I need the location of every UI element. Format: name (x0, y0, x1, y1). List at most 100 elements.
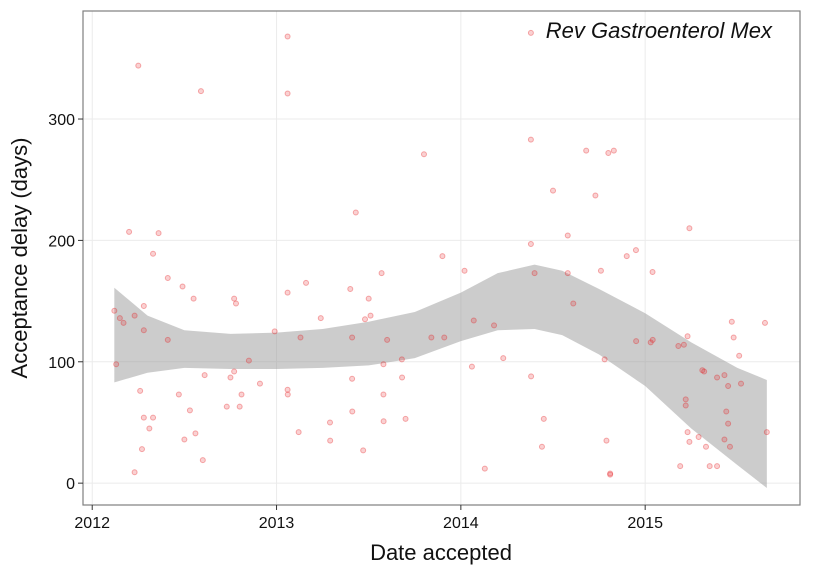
point (236, 403, 243, 410)
point (699, 367, 706, 374)
y-tick-label: 200 (48, 233, 75, 250)
point (738, 380, 745, 387)
panel-border (82, 10, 801, 506)
point (527, 29, 534, 36)
point (714, 374, 721, 381)
point (491, 322, 498, 329)
point (231, 368, 238, 375)
point (592, 192, 599, 199)
point (649, 268, 656, 275)
point (140, 302, 147, 309)
point (284, 33, 291, 40)
point (146, 425, 153, 432)
point (684, 333, 691, 340)
point (761, 319, 768, 326)
point (538, 443, 545, 450)
point (706, 463, 713, 470)
point (684, 429, 691, 436)
point (111, 307, 118, 314)
point (231, 295, 238, 302)
point (271, 328, 278, 335)
point (564, 232, 571, 239)
point (365, 295, 372, 302)
point (155, 230, 162, 237)
point (633, 338, 640, 345)
point (610, 147, 617, 154)
point (192, 430, 199, 437)
point (531, 270, 538, 277)
confidence-band (114, 264, 767, 489)
point (721, 372, 728, 379)
grid (83, 11, 800, 505)
point (605, 150, 612, 157)
point (607, 471, 614, 478)
point (623, 253, 630, 260)
point (402, 415, 409, 422)
point (380, 361, 387, 368)
point (201, 372, 208, 379)
point (725, 420, 732, 427)
point (441, 334, 448, 341)
point (116, 315, 123, 322)
point (677, 463, 684, 470)
point (135, 62, 142, 69)
point (583, 147, 590, 154)
point (399, 374, 406, 381)
point (284, 386, 291, 393)
point (232, 300, 239, 307)
point (527, 136, 534, 143)
point (303, 279, 310, 286)
y-tick-label: 100 (48, 355, 75, 372)
point (113, 361, 120, 368)
point (597, 267, 604, 274)
point (349, 334, 356, 341)
point (528, 373, 535, 380)
point (164, 336, 171, 343)
point (695, 434, 702, 441)
point (680, 341, 687, 348)
point (245, 357, 252, 364)
point (470, 317, 477, 324)
point (131, 312, 138, 319)
point (284, 391, 291, 398)
point (675, 342, 682, 349)
point (137, 387, 144, 394)
point (326, 419, 333, 426)
point (686, 225, 693, 232)
y-tick-label: 0 (66, 476, 75, 493)
point (367, 312, 374, 319)
point (439, 253, 446, 260)
point (150, 414, 157, 421)
point (362, 316, 369, 323)
point (140, 327, 147, 334)
point (223, 403, 230, 410)
point (380, 391, 387, 398)
point (120, 319, 127, 326)
point (352, 209, 359, 216)
annotation: Rev Gastroenterol Mex (546, 18, 773, 43)
point (197, 88, 204, 95)
point (550, 187, 557, 194)
point (347, 285, 354, 292)
point (481, 465, 488, 472)
point (175, 391, 182, 398)
point (138, 446, 145, 453)
point (763, 429, 770, 436)
point (256, 380, 263, 387)
x-tick-label: 2014 (443, 515, 479, 532)
point (603, 437, 610, 444)
y-axis-title: Acceptance delay (days) (7, 138, 32, 379)
point (702, 443, 709, 450)
point (420, 151, 427, 158)
point (238, 391, 245, 398)
points-layer (111, 29, 770, 478)
point (721, 436, 728, 443)
point (527, 241, 534, 248)
point (327, 437, 334, 444)
point (682, 396, 689, 403)
point (131, 469, 138, 476)
point (164, 275, 171, 282)
y-tick-label: 300 (48, 112, 75, 129)
point (461, 267, 468, 274)
point (564, 270, 571, 277)
